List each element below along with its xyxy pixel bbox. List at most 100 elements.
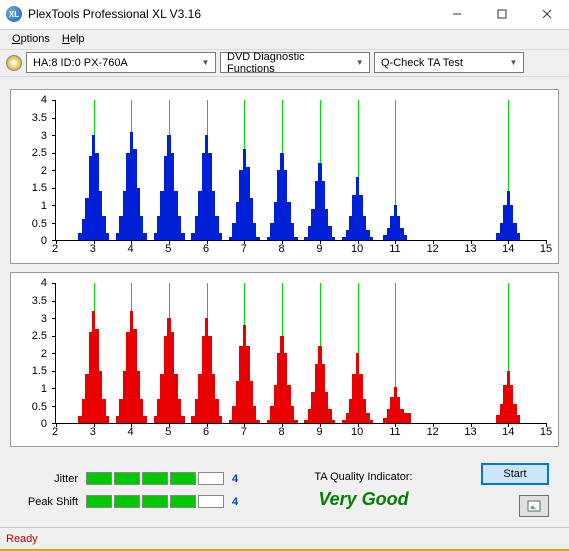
chart-bar <box>181 416 184 423</box>
start-button[interactable]: Start <box>481 463 549 485</box>
x-axis-label: 14 <box>502 243 514 255</box>
chart-bar <box>143 233 146 240</box>
y-axis-label: 4 <box>41 94 47 106</box>
chart-bar <box>517 233 520 240</box>
x-axis-label: 10 <box>351 426 363 438</box>
app-icon: XL <box>6 6 22 22</box>
peakshift-label: Peak Shift <box>20 496 78 508</box>
chevron-down-icon: ▼ <box>198 58 213 67</box>
x-axis-label: 3 <box>90 243 96 255</box>
y-axis-label: 0 <box>41 418 47 430</box>
quality-segment <box>114 495 140 508</box>
maximize-button[interactable] <box>479 0 524 29</box>
x-axis-label: 15 <box>540 426 552 438</box>
quality-segment <box>142 472 168 485</box>
minimize-button[interactable] <box>434 0 479 29</box>
chevron-down-icon: ▼ <box>506 58 521 67</box>
status-bar: Ready <box>0 527 569 549</box>
x-axis-label: 9 <box>316 243 322 255</box>
y-axis-label: 0 <box>41 235 47 247</box>
x-axis-label: 2 <box>52 243 58 255</box>
x-axis-label: 10 <box>351 243 363 255</box>
quality-segment <box>86 495 112 508</box>
title-bar: XL PlexTools Professional XL V3.16 <box>0 0 569 30</box>
x-axis-label: 7 <box>241 243 247 255</box>
menu-options[interactable]: Options <box>6 33 56 45</box>
quality-segment <box>198 495 224 508</box>
chart-bar <box>106 416 109 423</box>
chart-bar <box>370 237 373 241</box>
y-axis-label: 2 <box>41 348 47 360</box>
results-panel: Jitter 4 Peak Shift 4 TA Quality Indicat… <box>10 455 559 521</box>
y-axis-label: 1 <box>41 383 47 395</box>
toolbar: HA:8 ID:0 PX-760A ▼ DVD Diagnostic Functi… <box>0 50 569 78</box>
chart-lower: 00.511.522.533.54 23456789101112131415 <box>10 272 559 447</box>
category-select[interactable]: DVD Diagnostic Functions▼ <box>220 52 370 73</box>
jitter-value: 4 <box>232 473 246 485</box>
window-title: PlexTools Professional XL V3.16 <box>28 7 434 21</box>
category-select-value: DVD Diagnostic Functions <box>227 51 352 75</box>
x-axis-label: 15 <box>540 243 552 255</box>
menu-help[interactable]: Help <box>56 33 91 45</box>
main-area: 00.511.522.533.54 23456789101112131415 0… <box>0 77 569 527</box>
chart-bar <box>294 420 297 424</box>
save-icon <box>527 500 541 512</box>
jitter-label: Jitter <box>20 473 78 485</box>
ta-quality-value: Very Good <box>266 489 461 510</box>
x-axis-label: 5 <box>165 243 171 255</box>
y-axis-label: 1.5 <box>32 182 47 194</box>
x-axis-label: 3 <box>90 426 96 438</box>
y-axis-label: 1.5 <box>32 365 47 377</box>
save-image-button[interactable] <box>519 495 549 517</box>
y-axis-label: 2 <box>41 165 47 177</box>
y-axis-label: 3 <box>41 130 47 142</box>
x-axis-label: 6 <box>203 426 209 438</box>
chart-bar <box>332 420 335 424</box>
chart-bar <box>332 237 335 241</box>
quality-segment <box>170 495 196 508</box>
quality-segment <box>142 495 168 508</box>
x-axis-label: 5 <box>165 426 171 438</box>
jitter-bar <box>86 472 224 485</box>
x-axis-label: 4 <box>127 426 133 438</box>
chart-bar <box>517 415 520 424</box>
status-text: Ready <box>6 533 38 545</box>
chart-upper: 00.511.522.533.54 23456789101112131415 <box>10 89 559 264</box>
y-axis-label: 2.5 <box>32 330 47 342</box>
drive-select[interactable]: HA:8 ID:0 PX-760A ▼ <box>26 52 216 73</box>
chart-bar <box>407 413 410 424</box>
y-axis-label: 1 <box>41 200 47 212</box>
ta-quality-label: TA Quality Indicator: <box>266 471 461 483</box>
y-axis-label: 3.5 <box>32 112 47 124</box>
chart-bar <box>256 420 259 424</box>
drive-select-value: HA:8 ID:0 PX-760A <box>33 57 128 69</box>
y-axis-label: 3.5 <box>32 295 47 307</box>
y-axis-label: 0.5 <box>32 401 47 413</box>
x-axis-label: 9 <box>316 426 322 438</box>
jitter-row: Jitter 4 <box>20 472 246 485</box>
menu-bar: Options Help <box>0 30 569 50</box>
quality-segment <box>114 472 140 485</box>
x-axis-label: 2 <box>52 426 58 438</box>
x-axis-label: 11 <box>389 426 400 438</box>
peakshift-row: Peak Shift 4 <box>20 495 246 508</box>
chart-bar <box>143 416 146 423</box>
quality-segment <box>86 472 112 485</box>
quality-segment <box>198 472 224 485</box>
x-axis-label: 13 <box>464 426 476 438</box>
chart-bar <box>106 233 109 240</box>
y-axis-label: 2.5 <box>32 147 47 159</box>
x-axis-label: 7 <box>241 426 247 438</box>
y-axis-label: 4 <box>41 277 47 289</box>
chart-bar <box>404 235 407 240</box>
test-select[interactable]: Q-Check TA Test▼ <box>374 52 524 73</box>
chevron-down-icon: ▼ <box>352 58 367 67</box>
y-axis-label: 3 <box>41 313 47 325</box>
x-axis-label: 14 <box>502 426 514 438</box>
close-button[interactable] <box>524 0 569 29</box>
chart-bar <box>256 237 259 241</box>
y-axis-label: 0.5 <box>32 218 47 230</box>
chart-bar <box>219 416 222 423</box>
x-axis-label: 6 <box>203 243 209 255</box>
x-axis-label: 12 <box>427 426 439 438</box>
